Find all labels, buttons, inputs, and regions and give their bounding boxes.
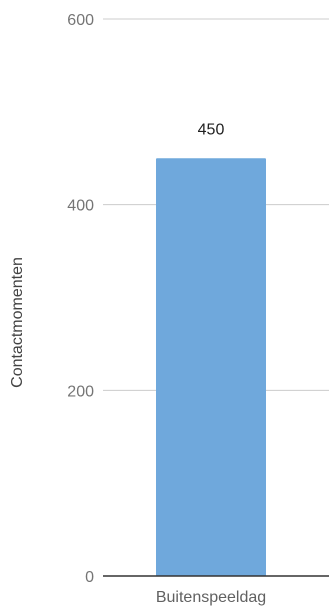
y-tick-label-0: 0 bbox=[85, 569, 94, 586]
y-tick-label-600: 600 bbox=[67, 12, 94, 29]
data-labels: 450 bbox=[198, 121, 225, 138]
x-axis-categories: Buitenspeeldag bbox=[156, 589, 266, 606]
y-tick-label-200: 200 bbox=[67, 383, 94, 400]
y-axis-title: Contactmomenten bbox=[9, 257, 26, 388]
bar-buitenspeeldag bbox=[156, 158, 266, 576]
bars bbox=[156, 158, 266, 576]
y-tick-label-400: 400 bbox=[67, 198, 94, 215]
x-category-label-buitenspeeldag: Buitenspeeldag bbox=[156, 589, 266, 606]
data-label-buitenspeeldag: 450 bbox=[198, 121, 225, 138]
y-axis-ticks: 0 200 400 600 bbox=[67, 12, 94, 586]
